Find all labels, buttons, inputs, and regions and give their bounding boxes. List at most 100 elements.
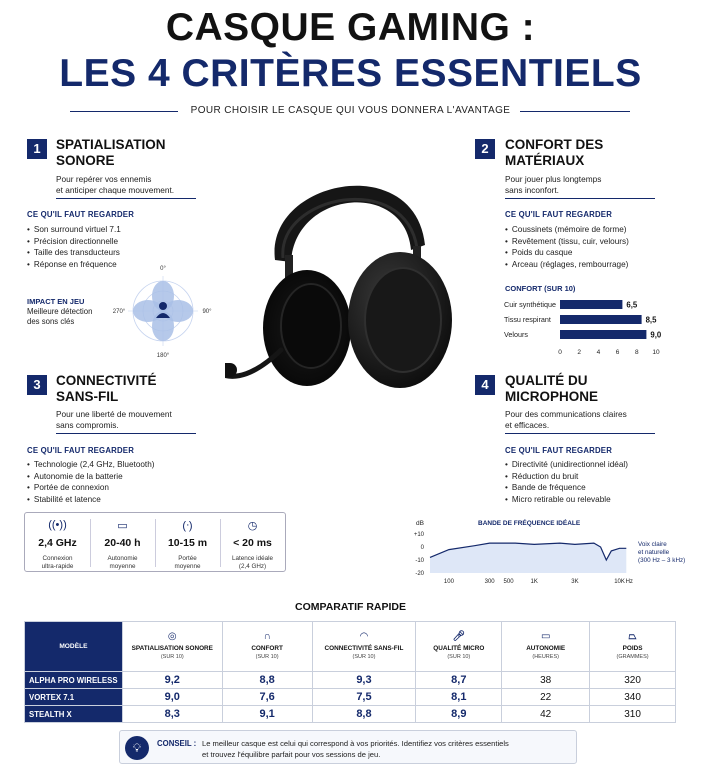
comparison-title: COMPARATIF RAPIDE	[294, 601, 407, 613]
stat-label: Connexion ultra-rapide	[25, 555, 90, 571]
impact-desc-line-1: Meilleure détection	[27, 307, 93, 316]
left-yoke	[285, 255, 293, 295]
y-axis-label: dB	[416, 520, 424, 527]
column-header: ◎ SPATIALISATION SONORE (SUR 10)	[121, 621, 223, 672]
section-1-bullets: Son surround virtuel 7.1 Précision direc…	[27, 224, 121, 270]
section-1-title: SPATIALISATION SONORE	[56, 137, 166, 169]
frequency-chart: dB BANDE DE FRÉQUENCE IDÉALE +10 0 -10 -20 100…	[414, 518, 685, 585]
model-name: VORTEX 7.1	[24, 688, 123, 706]
column-sub: (SUR 10)	[447, 653, 471, 660]
section-4-title: QUALITÉ DU MICROPHONE	[505, 373, 598, 405]
wireless-stats: ((•)) 2,4 GHz Connexion ultra-rapide ▭ 20…	[24, 512, 286, 572]
section-4-look-label: CE QU'IL FAUT REGARDER	[505, 446, 613, 455]
title-line-1: CASQUE GAMING :	[165, 6, 536, 49]
comfort-chart-title: CONFORT (SUR 10)	[505, 284, 576, 293]
x-tick-label: 6	[616, 349, 620, 356]
player-body-icon	[156, 313, 170, 318]
list-item: Portée de connexion	[27, 482, 154, 494]
table-cell: 7,6	[221, 688, 313, 706]
subtitle-bar: POUR CHOISIR LE CASQUE QUI VOUS DONNERA …	[0, 104, 701, 118]
table-cell: 8,8	[311, 705, 417, 723]
model-header: MODÈLE	[24, 621, 123, 672]
stat-latency: ◷ < 20 ms Latence idéale (2,4 GHz)	[220, 513, 285, 573]
battery-icon: ▭	[540, 630, 551, 642]
section-1-desc-line-2: et anticiper chaque mouvement.	[56, 185, 175, 195]
list-item: Coussinets (mémoire de forme)	[505, 224, 629, 236]
section-2-desc-line-1: Pour jouer plus longtemps	[505, 174, 602, 184]
table-row: ALPHA PRO WIRELESS 9,2 8,8 9,3 8,7 38 32…	[24, 671, 676, 689]
angle-90: 90°	[202, 309, 212, 315]
column-sub: (SUR 10)	[352, 653, 376, 660]
stat-separator	[155, 519, 156, 567]
stat-label-line-2: (2,4 GHz)	[238, 563, 267, 570]
stat-label: Autonomie moyenne	[90, 555, 155, 571]
section-4-number: 4	[475, 375, 495, 395]
table-cell: 8,1	[415, 688, 503, 706]
column-header: 🎤︎ QUALITÉ MICRO (SUR 10)	[415, 621, 503, 672]
angle-0: 0°	[160, 266, 166, 272]
bar-value-label: 9,0	[650, 331, 662, 340]
section-3-desc: Pour une liberté de mouvement sans compr…	[56, 409, 172, 431]
column-sub: (SUR 10)	[160, 653, 184, 660]
title-line-2: LES 4 CRITÈRES ESSENTIELS	[59, 52, 642, 95]
chart-title: BANDE DE FRÉQUENCE IDÉALE	[478, 518, 581, 527]
model-name: ALPHA PRO WIRELESS	[24, 671, 123, 689]
stat-range: (ᐧ) 10-15 m Portée moyenne	[155, 513, 220, 573]
section-3-desc-line-1: Pour une liberté de mouvement	[56, 409, 172, 419]
stat-value: 2,4 GHz	[38, 537, 77, 549]
table-cell: 9,2	[121, 671, 223, 689]
section-2-title-line-1: CONFORT DES	[505, 137, 604, 152]
section-3-bullets: Technologie (2,4 GHz, Bluetooth) Autonom…	[27, 459, 155, 506]
section-3-look-label: CE QU'IL FAUT REGARDER	[27, 446, 135, 455]
bar-category-label: Tissu respirant	[504, 315, 551, 324]
x-tick-label: 2	[577, 349, 581, 356]
section-1-look-label: CE QU'IL FAUT REGARDER	[27, 210, 135, 219]
list-item: Stabilité et latence	[27, 494, 154, 506]
list-item: Taille des transducteurs	[27, 247, 121, 259]
column-sub: (HEURES)	[532, 653, 559, 660]
stat-label-line-2: moyenne	[174, 563, 201, 570]
section-4-divider	[505, 433, 655, 434]
column-label: POIDS	[622, 644, 643, 652]
column-label: AUTONOMIE	[526, 644, 566, 652]
section-3-title: CONNECTIVITÉ SANS-FIL	[56, 373, 157, 405]
column-sub: (GRAMMES)	[616, 653, 649, 660]
stat-label: Latence idéale (2,4 GHz)	[220, 555, 285, 571]
x-tick-label: 300	[485, 579, 496, 585]
headband-icon	[274, 185, 425, 262]
table-cell: 42	[501, 705, 591, 723]
bar-category-label: Velours	[504, 330, 528, 339]
table-cell: 7,5	[311, 688, 417, 706]
x-tick-label: 500	[504, 579, 515, 585]
list-item: Micro retirable ou relevable	[505, 494, 628, 506]
column-label: CONFORT	[251, 644, 283, 652]
section-4-desc-line-1: Pour des communications claires	[505, 409, 627, 419]
column-label: CONNECTIVITÉ SANS-FIL	[324, 644, 404, 652]
bar-value-label: 8,5	[646, 316, 658, 325]
table-cell: 9,1	[221, 705, 313, 723]
section-1-number: 1	[27, 139, 47, 159]
subtitle-rule-right	[520, 111, 630, 112]
table-cell: 310	[589, 705, 676, 723]
section-2-desc-line-2: sans inconfort.	[505, 185, 559, 195]
table-row: VORTEX 7.1 9,0 7,6 7,5 8,1 22 340	[24, 688, 676, 706]
bar	[560, 315, 642, 324]
radar-lobe-left	[133, 300, 163, 322]
angle-270: 270°	[113, 309, 126, 315]
list-item: Technologie (2,4 GHz, Bluetooth)	[27, 459, 155, 471]
spatial-diagram: 0° 90° 180° 270°	[113, 266, 212, 359]
radar-lobe-right	[163, 300, 193, 322]
stat-label-line-1: Portée	[178, 555, 197, 562]
headphone-icon: ∩	[263, 630, 271, 642]
y-tick-label: +10	[414, 532, 425, 538]
stat-separator	[90, 519, 91, 567]
annotation-line-2: et naturelle	[638, 549, 670, 556]
bar	[560, 300, 623, 309]
x-tick-label: 0	[558, 349, 562, 356]
section-1-desc: Pour repérer vos ennemis et anticiper ch…	[56, 174, 174, 196]
headband-stitching	[281, 198, 419, 259]
column-label: SPATIALISATION SONORE	[131, 644, 213, 652]
annotation-line-3: (300 Hz – 3 kHz)	[638, 557, 685, 564]
list-item: Poids du casque	[505, 247, 629, 259]
tip-text-line-2: et trouvez l'équilibre parfait pour vos …	[202, 749, 381, 759]
